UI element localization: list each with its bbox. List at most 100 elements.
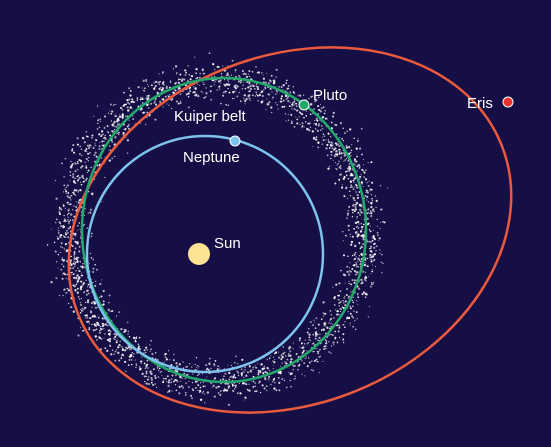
kuiper-belt-particle [251,381,253,383]
kuiper-belt-particle [272,96,274,99]
kuiper-belt-particle [362,291,365,294]
kuiper-belt-particle [245,75,249,78]
kuiper-belt-particle [356,165,359,168]
kuiper-belt-particle [369,225,371,227]
kuiper-belt-particle [264,86,266,89]
kuiper-belt-particle [159,100,162,103]
kuiper-belt-particle [290,113,293,116]
kuiper-belt-particle [147,85,150,87]
kuiper-belt-particle [81,265,84,268]
kuiper-belt-particle [283,105,286,108]
kuiper-belt-particle [93,315,96,318]
kuiper-belt-particle [149,371,151,374]
kuiper-belt-particle [228,385,231,388]
kuiper-belt-particle [346,270,349,273]
kuiper-belt-particle [312,113,314,115]
kuiper-belt-particle [60,246,62,248]
kuiper-belt-particle [81,272,83,274]
kuiper-belt-particle [115,115,118,118]
kuiper-belt-particle [337,310,340,312]
kuiper-belt-particle [314,327,317,329]
kuiper-belt-particle [312,351,314,353]
kuiper-belt-particle [320,107,323,109]
kuiper-belt-particle [161,374,163,376]
sun [188,243,210,265]
kuiper-belt-particle [128,102,131,105]
kuiper-belt-particle [254,95,256,97]
kuiper-belt-particle [230,364,232,367]
kuiper-belt-particle [75,205,78,209]
kuiper-belt-particle [189,363,191,365]
kuiper-belt-particle [60,251,62,253]
kuiper-belt-particle [371,270,374,273]
kuiper-belt-particle [74,194,77,197]
kuiper-belt-particle [70,194,73,197]
kuiper-belt-particle [296,110,298,112]
kuiper-belt-particle [167,391,169,393]
kuiper-belt-particle [358,166,361,168]
kuiper-belt-particle [139,366,141,368]
kuiper-belt-particle [136,99,139,101]
kuiper-belt-particle [306,331,309,334]
kuiper-belt-particle [256,363,259,365]
kuiper-belt-particle [95,268,98,271]
kuiper-belt-particle [78,158,81,162]
kuiper-belt-particle [299,123,301,125]
kuiper-belt-particle [338,325,341,327]
kuiper-belt-particle [127,101,129,104]
kuiper-belt-particle [329,320,331,322]
kuiper-belt-particle [70,160,72,163]
kuiper-belt-particle [200,90,203,93]
kuiper-belt-particle [342,300,344,302]
kuiper-belt-particle [194,363,196,366]
kuiper-belt-particle [300,342,303,345]
kuiper-belt-particle [240,372,243,375]
kuiper-belt-particle [291,108,293,110]
kuiper-belt-particle [56,261,58,263]
kuiper-belt-particle [85,165,88,167]
kuiper-belt-particle [325,347,327,350]
kuiper-belt-particle [248,383,250,385]
kuiper-belt-particle [79,302,81,304]
kuiper-belt-particle [361,168,364,171]
kuiper-belt-particle [170,363,173,367]
kuiper-belt-particle [355,203,357,206]
kuiper-belt-particle [179,375,182,379]
kuiper-belt-particle [55,277,58,280]
kuiper-belt-particle [350,174,353,177]
kuiper-belt-particle [338,148,340,151]
kuiper-belt-particle [326,340,328,342]
kuiper-belt-particle [150,348,152,351]
kuiper-belt-particle [258,380,261,383]
kuiper-belt-particle [70,263,73,267]
kuiper-belt-particle [77,204,79,206]
kuiper-belt-particle [260,101,263,104]
kuiper-belt-particle [139,98,142,101]
kuiper-belt-particle [281,362,283,364]
kuiper-belt-particle [118,343,121,347]
kuiper-belt-particle [292,342,294,344]
kuiper-belt-particle [234,388,236,390]
kuiper-belt-particle [79,286,82,289]
kuiper-belt-particle [177,81,181,85]
kuiper-belt-particle [197,389,199,392]
kuiper-belt-particle [354,164,356,166]
kuiper-belt-particle [162,71,164,73]
kuiper-belt-particle [114,155,116,158]
kuiper-belt-particle [358,191,361,193]
kuiper-belt-particle [173,89,175,91]
kuiper-belt-particle [91,323,93,326]
kuiper-belt-particle [368,190,370,192]
kuiper-belt-particle [89,146,91,148]
kuiper-belt-particle [360,245,363,249]
kuiper-belt-particle [86,135,89,138]
neptune-label: Neptune [183,149,240,166]
kuiper-belt-particle [180,73,182,75]
kuiper-belt-particle [233,91,235,93]
kuiper-belt-particle [278,86,280,88]
kuiper-belt-particle [368,306,371,308]
kuiper-belt-particle [203,96,206,99]
kuiper-belt-particle [359,178,361,180]
kuiper-belt-particle [354,244,357,248]
kuiper-belt-particle [280,358,283,361]
